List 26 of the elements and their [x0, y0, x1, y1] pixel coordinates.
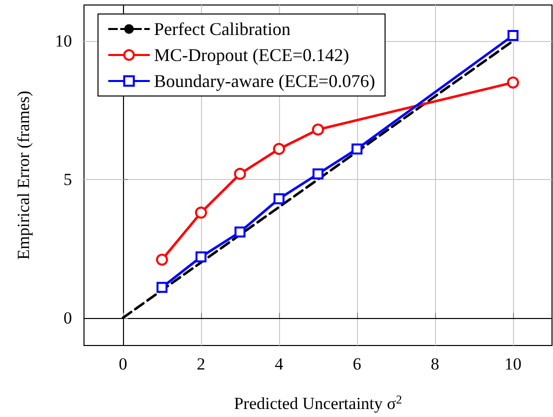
- point: [352, 143, 362, 154]
- legend-label: Boundary-aware (ECE=0.076): [154, 71, 376, 91]
- x-tick-label: 10: [504, 354, 522, 374]
- point: [273, 142, 285, 155]
- x-tick-label: 6: [352, 354, 362, 374]
- y-tick-label: 0: [64, 308, 72, 328]
- point: [234, 226, 246, 238]
- x-tick-label: 0: [118, 354, 128, 374]
- point: [234, 168, 246, 180]
- point: [156, 282, 168, 293]
- point: [196, 251, 206, 262]
- y-axis-title: Empirical Error (frames): [14, 90, 33, 260]
- y-tick-label: 10: [55, 31, 72, 50]
- legend-label: Perfect Calibration: [154, 19, 290, 39]
- point: [312, 124, 324, 136]
- y-tick-label: 5: [64, 170, 72, 189]
- point: [312, 168, 324, 180]
- point: [195, 206, 207, 219]
- legend-label: MC-Dropout (ECE=0.142): [154, 45, 350, 65]
- point: [508, 30, 518, 41]
- point: [507, 76, 519, 89]
- x-tick-label: 2: [196, 354, 206, 374]
- x-tick-label: 4: [274, 354, 284, 374]
- x-tick-label: 8: [430, 354, 440, 374]
- point: [274, 193, 284, 204]
- point: [156, 254, 168, 266]
